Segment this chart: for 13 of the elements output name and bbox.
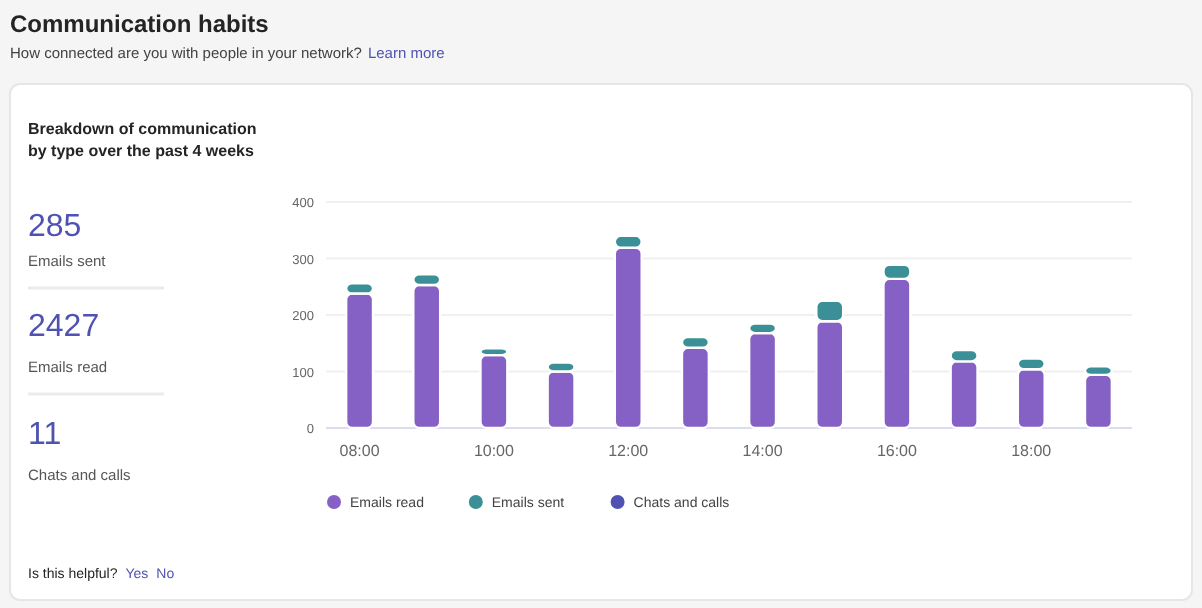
x-tick-label: 18:00 [1011, 442, 1053, 460]
text: Breakdown of communication by type over the past 4 weeks [28, 120, 257, 160]
x-tick-label: 10:00 [473, 442, 516, 460]
chart-title: Communication habits [10, 10, 270, 38]
text: 2427 [28, 310, 100, 344]
x-tick-label: 16:00 [876, 442, 919, 460]
bar [1083, 373, 1114, 430]
x-tick-label: 08:00 [339, 442, 381, 460]
text: 285 [28, 210, 82, 244]
text: 11 [28, 418, 62, 452]
x-tick-label: 14:00 [742, 442, 784, 460]
bar [479, 353, 509, 430]
x-tick-label: 12:00 [608, 442, 650, 460]
